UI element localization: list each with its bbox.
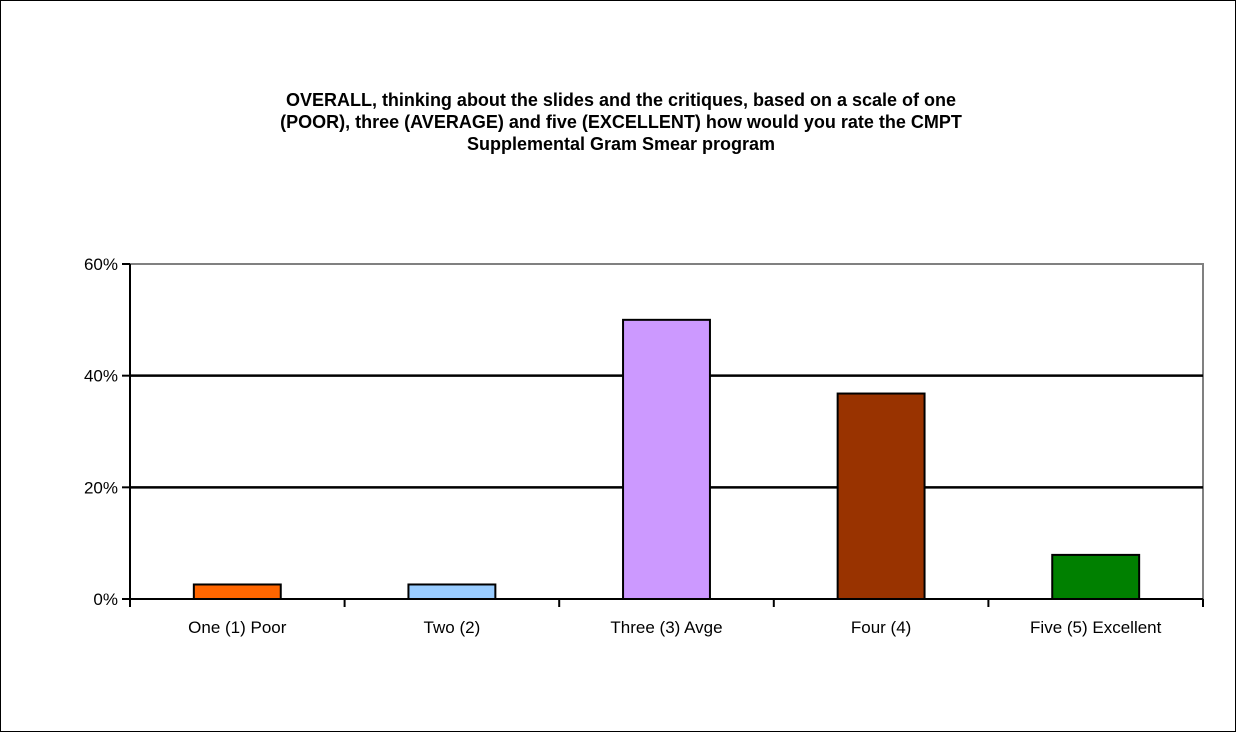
chart-title-line-1: OVERALL, thinking about the slides and t… xyxy=(285,90,957,110)
chart-title-line-2: (POOR), three (AVERAGE) and five (EXCELL… xyxy=(280,112,962,132)
bar xyxy=(1051,553,1141,600)
bars xyxy=(192,318,1141,601)
bar xyxy=(407,583,497,601)
y-tick-label: 20% xyxy=(84,478,118,497)
chart-title-line-3: Supplemental Gram Smear program xyxy=(466,134,776,154)
bar xyxy=(192,583,282,601)
x-category-label: Four (4) xyxy=(851,618,911,637)
bar xyxy=(622,318,711,600)
chart-title: OVERALL, thinking about the slides and t… xyxy=(151,89,1091,155)
x-category-label: Two (2) xyxy=(424,618,481,637)
x-category-label: Five (5) Excellent xyxy=(1030,618,1162,637)
axes xyxy=(129,264,1203,600)
y-tick-label: 0% xyxy=(93,590,118,609)
y-axis-ticks: 0% 20% 40% 60% xyxy=(84,255,130,609)
bar xyxy=(836,392,926,600)
x-category-label: One (1) Poor xyxy=(188,618,287,637)
x-axis-ticks: One (1) Poor Two (2) Three (3) Avge Four (4… xyxy=(129,599,1204,637)
y-tick-label: 60% xyxy=(84,255,118,274)
x-category-label: Three (3) Avge xyxy=(610,618,722,637)
y-tick-label: 40% xyxy=(84,367,118,386)
